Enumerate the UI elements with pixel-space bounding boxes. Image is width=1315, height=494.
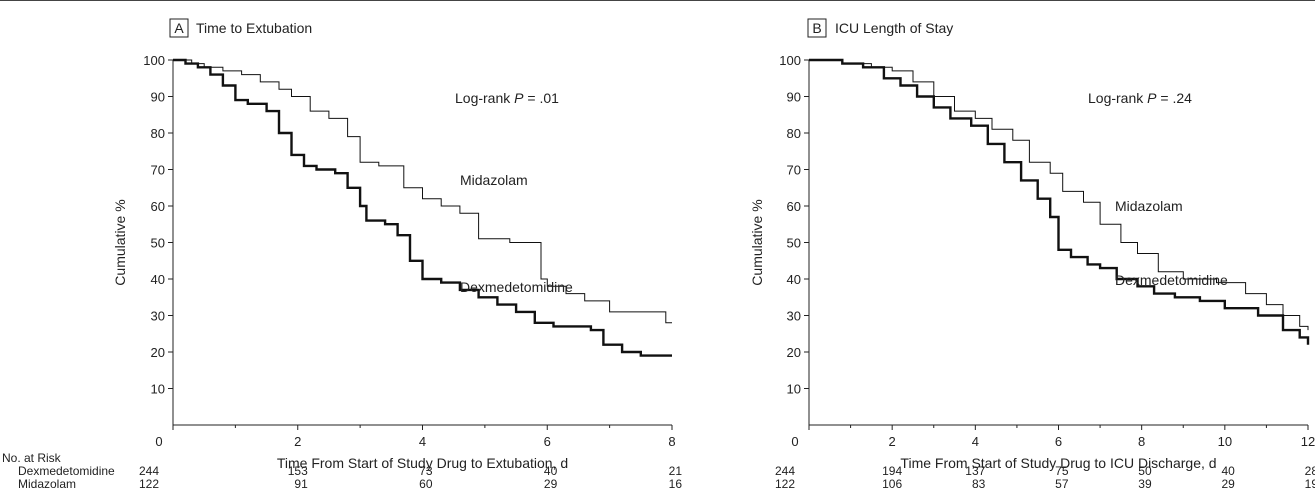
x-tick-label: 12 [1301, 434, 1315, 449]
y-axis-label: Cumulative % [749, 199, 765, 285]
risk-count: 244 [138, 464, 159, 478]
panel-letter-box [807, 18, 827, 38]
risk-count: 21 [668, 464, 682, 478]
panel-letter: A [174, 20, 184, 36]
y-tick-label: 20 [151, 345, 165, 360]
series-label-dexmedetomidine: Dexmedetomidine [460, 279, 573, 295]
x-tick-label: 2 [294, 434, 301, 449]
x-tick-label: 4 [419, 434, 426, 449]
risk-count: 122 [774, 477, 795, 491]
panel-b-icu-length-of-stay: B ICU Length of Stay102030405060708090100… [749, 18, 1315, 471]
risk-count: 39 [1138, 477, 1152, 491]
x-tick-label: 10 [1218, 434, 1232, 449]
risk-count: 50 [1138, 464, 1152, 478]
y-tick-label: 90 [787, 90, 801, 105]
log-rank-p: P [1147, 90, 1157, 106]
risk-count: 28 [1304, 464, 1315, 478]
risk-count: 29 [1221, 477, 1235, 491]
log-rank-value: = .01 [524, 90, 560, 106]
y-tick-label: 30 [151, 309, 165, 324]
log-rank-prefix: Log-rank [1088, 90, 1147, 106]
panel-title: ICU Length of Stay [835, 20, 953, 36]
panel-letter: B [812, 20, 821, 36]
risk-row-label: Dexmedetomidine [18, 464, 115, 478]
x-axis-label: Time From Start of Study Drug to ICU Dis… [900, 455, 1216, 471]
y-axis-label: Cumulative % [112, 199, 128, 285]
risk-count: 73 [419, 464, 433, 478]
x-tick-label: 6 [1055, 434, 1062, 449]
risk-count: 244 [774, 464, 795, 478]
y-tick-label: 60 [787, 199, 801, 214]
risk-count: 57 [1055, 477, 1069, 491]
panel-a-time-to-extubation: A Time to Extubation102030405060708090100… [112, 18, 676, 471]
risk-count: 16 [668, 477, 682, 491]
risk-count: 153 [287, 464, 308, 478]
y-tick-label: 70 [787, 163, 801, 178]
risk-count: 194 [882, 464, 903, 478]
y-tick-label: 10 [787, 382, 801, 397]
y-tick-label: 100 [143, 53, 165, 68]
y-tick-label: 40 [151, 272, 165, 287]
risk-table-header: No. at Risk [2, 451, 61, 465]
log-rank-prefix: Log-rank [455, 90, 514, 106]
risk-count: 40 [1221, 464, 1235, 478]
x-tick-label: 6 [544, 434, 551, 449]
x-tick-label: 0 [791, 434, 798, 449]
y-tick-label: 30 [787, 309, 801, 324]
series-dexmedetomidine-curve [173, 58, 672, 357]
series-label-midazolam: Midazolam [1115, 198, 1183, 214]
panel-title: Time to Extubation [196, 20, 312, 36]
y-tick-label: 80 [787, 126, 801, 141]
risk-count: 75 [1055, 464, 1069, 478]
y-tick-label: 50 [787, 236, 801, 251]
risk-count: 19 [1304, 477, 1315, 491]
top-rule [0, 0, 1315, 1]
y-tick-label: 20 [787, 345, 801, 360]
y-tick-label: 90 [151, 90, 165, 105]
series-label-midazolam: Midazolam [460, 172, 528, 188]
risk-count: 60 [419, 477, 433, 491]
y-tick-label: 70 [151, 163, 165, 178]
y-tick-label: 80 [151, 126, 165, 141]
risk-count: 83 [971, 477, 986, 491]
x-tick-label: 8 [1138, 434, 1145, 449]
x-tick-label: 8 [668, 434, 675, 449]
risk-count: 91 [294, 477, 308, 491]
series-midazolam-curve [809, 59, 1309, 331]
log-rank-annotation: Log-rank P = .01 [455, 90, 559, 106]
log-rank-p: P [514, 90, 524, 106]
risk-count: 106 [882, 477, 903, 491]
y-tick-label: 100 [779, 53, 801, 68]
series-midazolam-curve [173, 59, 672, 324]
y-tick-label: 60 [151, 199, 165, 214]
risk-row-label: Midazolam [18, 477, 77, 491]
x-tick-label: 0 [155, 434, 162, 449]
y-tick-label: 50 [151, 236, 165, 251]
risk-count: 40 [543, 464, 558, 478]
y-tick-label: 10 [151, 382, 165, 397]
risk-count: 137 [965, 464, 986, 478]
risk-count: 29 [543, 477, 558, 491]
y-tick-label: 40 [787, 272, 801, 287]
series-dexmedetomidine-curve [809, 58, 1310, 345]
x-axis-label: Time From Start of Study Drug to Extubat… [277, 455, 568, 471]
risk-count: 122 [138, 477, 159, 491]
panel-letter-box [169, 18, 189, 38]
log-rank-annotation: Log-rank P = .24 [1088, 90, 1192, 106]
x-tick-label: 2 [889, 434, 896, 449]
series-label-dexmedetomidine: Dexmedetomidine [1115, 272, 1228, 288]
log-rank-value: = .24 [1157, 90, 1193, 106]
x-tick-label: 4 [972, 434, 979, 449]
